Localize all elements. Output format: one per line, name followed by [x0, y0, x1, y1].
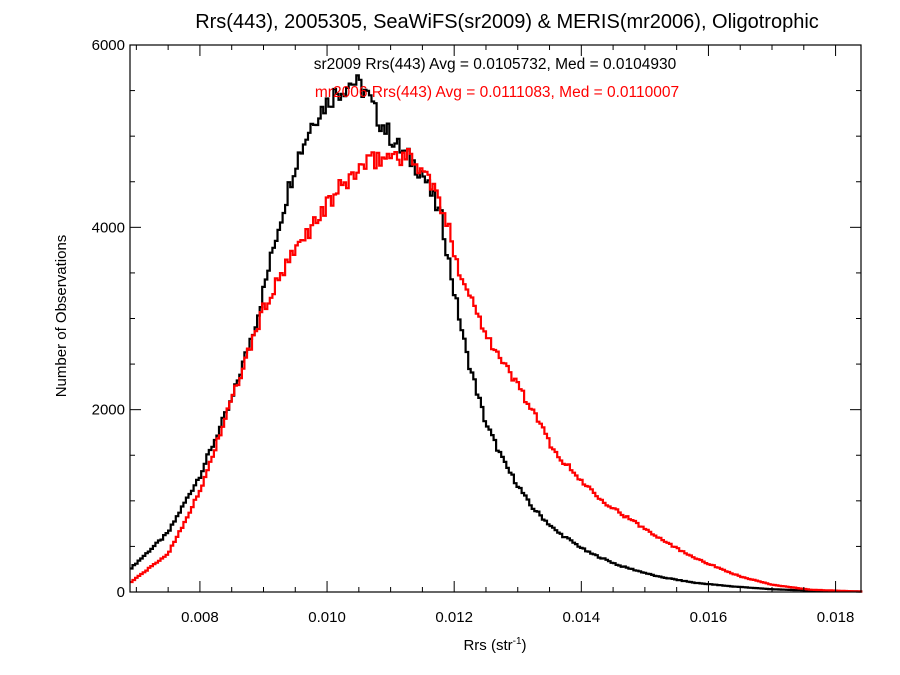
annotation-mr2006: mr2006 Rrs(443) Avg = 0.0111083, Med = 0… [315, 84, 679, 101]
x-axis-label: Rrs (str-1) [463, 636, 526, 654]
y-tick-label-1: 2000 [92, 402, 125, 419]
chart-title: Rrs(443), 2005305, SeaWiFS(sr2009) & MER… [195, 11, 819, 33]
x-tick-label-3: 0.014 [563, 609, 601, 626]
y-tick-label-2: 4000 [92, 219, 125, 236]
x-tick-label-4: 0.016 [690, 609, 728, 626]
x-tick-label-0: 0.008 [181, 609, 219, 626]
y-tick-label-3: 6000 [92, 37, 125, 54]
y-axis-label: Number of Observations [53, 235, 70, 398]
histogram-series-1 [130, 148, 863, 593]
plot-series-layer [130, 74, 863, 593]
x-axis-label-superscript: -1 [513, 636, 522, 647]
x-axis-label-close: ) [522, 637, 527, 654]
x-tick-label-2: 0.012 [435, 609, 473, 626]
x-tick-label-5: 0.018 [817, 609, 855, 626]
annotation-sr2009: sr2009 Rrs(443) Avg = 0.0105732, Med = 0… [314, 56, 677, 73]
x-tick-label-1: 0.010 [308, 609, 346, 626]
axis-ticks: 0.008 0.010 0.012 0.014 0.016 0.018 0 2000 4000 6… [92, 37, 861, 626]
y-tick-label-0: 0 [117, 584, 125, 601]
x-axis-label-main: Rrs (str [463, 637, 512, 654]
